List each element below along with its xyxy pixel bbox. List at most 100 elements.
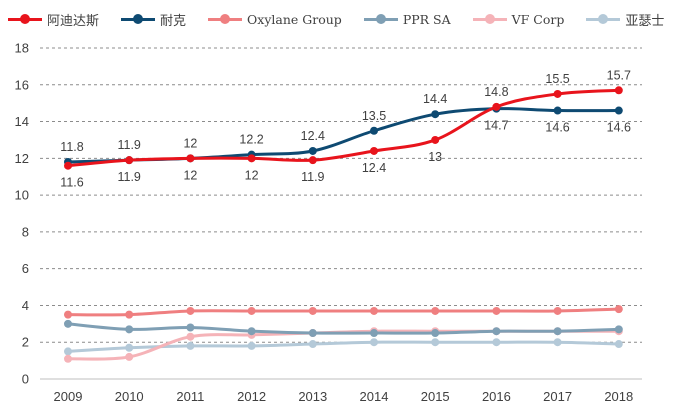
data-label-nike-2013: 12.4 [301,129,325,143]
legend-label-ppr: PPR SA [402,11,451,27]
data-point-vf-2010[interactable] [125,352,134,361]
data-point-ppr-2011[interactable] [186,323,195,332]
data-point-adidas-2011[interactable] [186,154,195,163]
legend-swatch-oxylane [208,13,243,25]
data-label-adidas-2018: 15.7 [607,68,631,82]
data-point-asics-2010[interactable] [125,343,134,352]
data-point-nike-2013[interactable] [308,146,317,155]
data-point-adidas-2010[interactable] [125,156,134,165]
legend-item-ppr[interactable]: PPR SA [363,11,451,27]
data-point-vf-2011[interactable] [186,332,195,341]
data-point-oxylane-2015[interactable] [431,306,440,315]
data-point-ppr-2015[interactable] [431,329,440,338]
data-point-nike-2014[interactable] [370,126,378,135]
data-point-ppr-2009[interactable] [64,319,72,328]
x-tick-label-2010: 2010 [115,389,144,404]
y-tick-label-12: 12 [15,151,29,166]
data-point-oxylane-2009[interactable] [64,310,72,319]
data-label-nike-2012: 12.2 [239,133,263,147]
data-point-adidas-2017[interactable] [553,89,562,98]
data-label-nike-2011: 12 [183,136,197,150]
data-point-asics-2017[interactable] [553,338,562,347]
data-point-adidas-2018[interactable] [614,86,623,95]
data-point-oxylane-2016[interactable] [492,306,501,315]
legend-swatch-adidas [8,13,42,25]
legend-swatch-vf [472,13,507,25]
data-label-adidas-2015: 13 [428,150,442,164]
data-point-adidas-2015[interactable] [431,135,440,144]
data-label-nike-2017: 14.6 [545,121,569,135]
legend: 阿迪达斯 耐克 Oxylane Group PPR SA VF Corp 亚瑟士 [8,8,674,30]
series-line-adidas [66,88,621,168]
data-point-adidas-2009[interactable] [64,161,72,170]
data-label-nike-2016: 14.7 [484,119,508,133]
data-label-adidas-2010: 11.9 [117,170,140,184]
legend-label-adidas: 阿迪达斯 [47,12,100,28]
data-point-ppr-2018[interactable] [614,325,623,334]
data-point-asics-2012[interactable] [247,341,256,350]
data-label-nike-2010: 11.9 [117,138,140,152]
legend-item-adidas[interactable]: 阿迪达斯 [8,10,99,29]
data-point-ppr-2013[interactable] [308,329,317,338]
data-point-asics-2018[interactable] [614,340,623,349]
legend-swatch-ppr [363,13,398,25]
data-point-asics-2013[interactable] [308,340,317,349]
x-tick-label-2012: 2012 [237,389,266,404]
x-tick-label-2013: 2013 [298,389,327,404]
data-point-asics-2009[interactable] [64,347,72,356]
legend-item-vf[interactable]: VF Corp [472,11,565,27]
data-label-adidas-2013: 11.9 [301,170,324,184]
x-tick-label-2018: 2018 [604,389,633,404]
legend-swatch-nike [121,13,156,25]
data-point-adidas-2012[interactable] [247,154,256,163]
data-point-ppr-2016[interactable] [492,327,501,336]
data-point-adidas-2014[interactable] [370,146,378,155]
data-point-oxylane-2014[interactable] [370,306,378,315]
data-point-asics-2014[interactable] [370,338,378,347]
data-point-oxylane-2010[interactable] [125,310,134,319]
data-point-nike-2018[interactable] [614,106,623,115]
data-point-adidas-2013[interactable] [308,156,317,165]
y-tick-label-10: 10 [15,188,29,203]
data-point-oxylane-2013[interactable] [308,306,317,315]
x-tick-label-2011: 2011 [176,389,204,404]
legend-label-nike: 耐克 [160,12,187,28]
data-point-asics-2015[interactable] [431,338,440,347]
data-point-ppr-2012[interactable] [247,327,256,336]
data-point-nike-2017[interactable] [553,106,562,115]
series-line-oxylane [66,307,621,317]
data-point-asics-2016[interactable] [492,338,501,347]
data-point-oxylane-2017[interactable] [553,306,562,315]
legend-item-nike[interactable]: 耐克 [121,10,186,29]
data-point-nike-2015[interactable] [431,110,440,119]
data-point-asics-2011[interactable] [186,341,195,350]
x-tick-label-2009: 2009 [54,389,83,404]
data-point-oxylane-2018[interactable] [614,305,623,314]
data-point-ppr-2017[interactable] [553,327,562,336]
legend-item-asics[interactable]: 亚瑟士 [586,10,664,29]
data-label-adidas-2016: 14.8 [484,85,508,99]
data-label-adidas-2009: 11.6 [60,176,83,190]
y-tick-label-4: 4 [22,298,29,313]
data-label-nike-2015: 14.4 [423,92,447,106]
data-point-oxylane-2012[interactable] [247,306,256,315]
legend-swatch-asics [586,13,621,25]
data-label-adidas-2012: 12 [245,168,259,182]
legend-item-oxylane[interactable]: Oxylane Group [208,12,342,27]
data-point-ppr-2014[interactable] [370,329,378,338]
legend-label-vf: VF Corp [511,11,565,27]
series-line-nike [66,107,621,164]
data-label-nike-2018: 14.6 [607,121,631,135]
data-point-ppr-2010[interactable] [125,325,134,334]
data-point-vf-2009[interactable] [64,354,72,363]
legend-label-asics: 亚瑟士 [625,12,665,28]
legend-label-oxylane: Oxylane Group [247,11,342,27]
y-tick-label-0: 0 [22,372,29,387]
y-tick-label-2: 2 [22,335,29,350]
x-tick-label-2015: 2015 [421,389,450,404]
data-point-oxylane-2011[interactable] [186,306,195,315]
data-point-adidas-2016[interactable] [492,102,501,111]
y-tick-label-8: 8 [22,224,29,239]
x-tick-label-2016: 2016 [482,389,511,404]
